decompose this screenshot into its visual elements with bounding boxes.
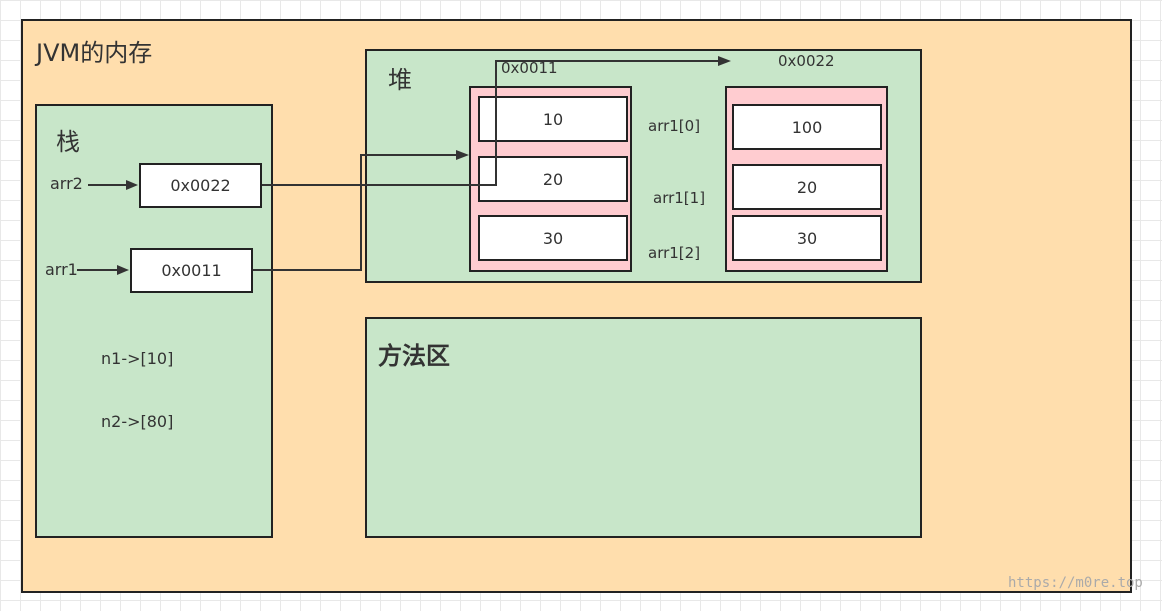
note-n1: n1->[10] (101, 349, 174, 368)
array-0x0022-element: 20 (732, 164, 882, 210)
heap-title: 堆 (388, 66, 412, 94)
arrowhead (718, 56, 731, 66)
arr2-label: arr2 (50, 174, 83, 193)
arr2-reference-arrow (262, 60, 720, 186)
array-0x0022-address: 0x0022 (778, 52, 835, 70)
index-label: arr1[0] (648, 117, 701, 135)
array-0x0011-element: 30 (478, 215, 628, 261)
array-0x0022-element: 100 (732, 104, 882, 150)
watermark: https://m0re.top (1008, 575, 1143, 591)
arr1-reference-box: 0x0011 (130, 248, 253, 293)
arr1-reference-arrow (253, 154, 458, 271)
jvm-memory-title: JVM的内存 (36, 39, 153, 67)
array-0x0022-element: 30 (732, 215, 882, 261)
array-0x0011-element: 20 (478, 156, 628, 202)
method-area-title: 方法区 (378, 342, 450, 370)
array-0x0011-element: 10 (478, 96, 628, 142)
stack-title: 栈 (56, 128, 80, 156)
arrowhead (456, 150, 469, 160)
arr2-reference-box: 0x0022 (139, 163, 262, 208)
arrowhead (126, 180, 138, 190)
arrowhead (117, 265, 129, 275)
arr1-label: arr1 (45, 260, 78, 279)
index-label: arr1[1] (653, 189, 706, 207)
index-label: arr1[2] (648, 244, 701, 262)
method-area (365, 317, 922, 538)
note-n2: n2->[80] (101, 412, 174, 431)
array-0x0011-address: 0x0011 (501, 59, 558, 77)
